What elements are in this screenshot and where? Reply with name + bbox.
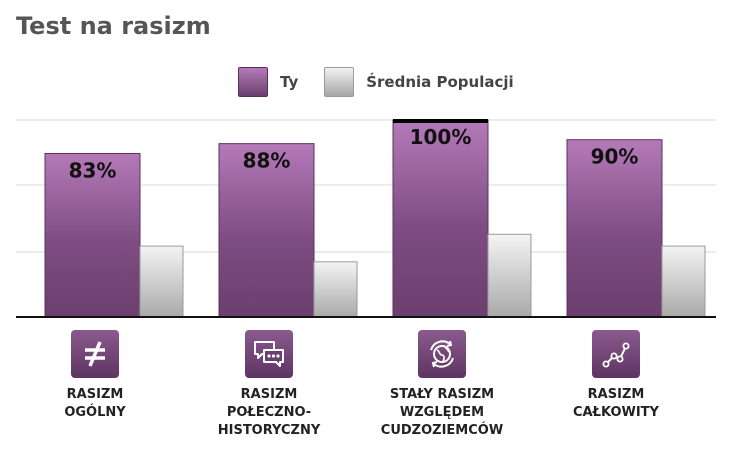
chart-title: Test na rasizm — [16, 12, 211, 40]
data-label-you: 88% — [243, 149, 291, 173]
not-equal-icon — [71, 330, 119, 378]
category-1: RASIZM POŁECZNO- HISTORYCZNY — [194, 330, 344, 440]
globe-arrows-icon — [418, 330, 466, 378]
category-0: RASIZM OGÓLNY — [20, 330, 170, 422]
legend-item-you: Ty — [238, 67, 298, 97]
category-2: STAŁY RASIZM WZGLĘDEM CUDZOZIEMCÓW — [367, 330, 517, 440]
speech-bubbles-icon — [245, 330, 293, 378]
data-label-you: 100% — [410, 125, 472, 149]
legend-swatch-average — [324, 67, 355, 97]
bar-you — [566, 139, 663, 318]
data-label-you: 90% — [591, 145, 639, 169]
legend-label-you: Ty — [280, 73, 299, 91]
legend-item-average: Średnia Populacji — [324, 67, 514, 97]
category-label: RASIZM OGÓLNY — [64, 387, 126, 420]
bar-you-cap — [393, 119, 488, 123]
legend: Ty Średnia Populacji — [238, 67, 540, 97]
bar-average — [487, 233, 532, 318]
category-3: RASIZM CAŁKOWITY — [541, 330, 691, 422]
connected-dots-icon — [592, 330, 640, 378]
category-label: STAŁY RASIZM WZGLĘDEM CUDZOZIEMCÓW — [380, 387, 504, 438]
category-label: RASIZM POŁECZNO- HISTORYCZNY — [217, 387, 321, 438]
category-label: RASIZM CAŁKOWITY — [573, 387, 659, 420]
legend-swatch-you — [238, 67, 268, 97]
bar-you — [218, 143, 315, 318]
bar-average — [139, 245, 184, 318]
legend-label-average: Średnia Populacji — [366, 73, 514, 91]
bar-you — [392, 119, 489, 318]
bar-average — [661, 245, 706, 318]
data-label-you: 83% — [69, 158, 117, 182]
bar-average — [313, 261, 358, 318]
bar-you — [44, 152, 141, 318]
